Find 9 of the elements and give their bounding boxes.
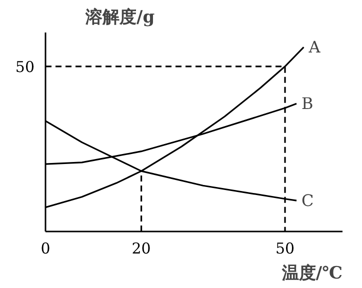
x-tick-label: 50 [275, 240, 295, 258]
y-axis-title: 溶解度/g [84, 8, 155, 28]
x-axis-title: 温度/℃ [280, 264, 343, 284]
x-tick-label: 20 [132, 240, 151, 258]
annotation: B [302, 94, 314, 114]
annotation: C [302, 191, 314, 210]
text: 50 [15, 58, 35, 76]
annotation: A [308, 38, 321, 57]
x-tick-label: 0 [40, 240, 50, 258]
